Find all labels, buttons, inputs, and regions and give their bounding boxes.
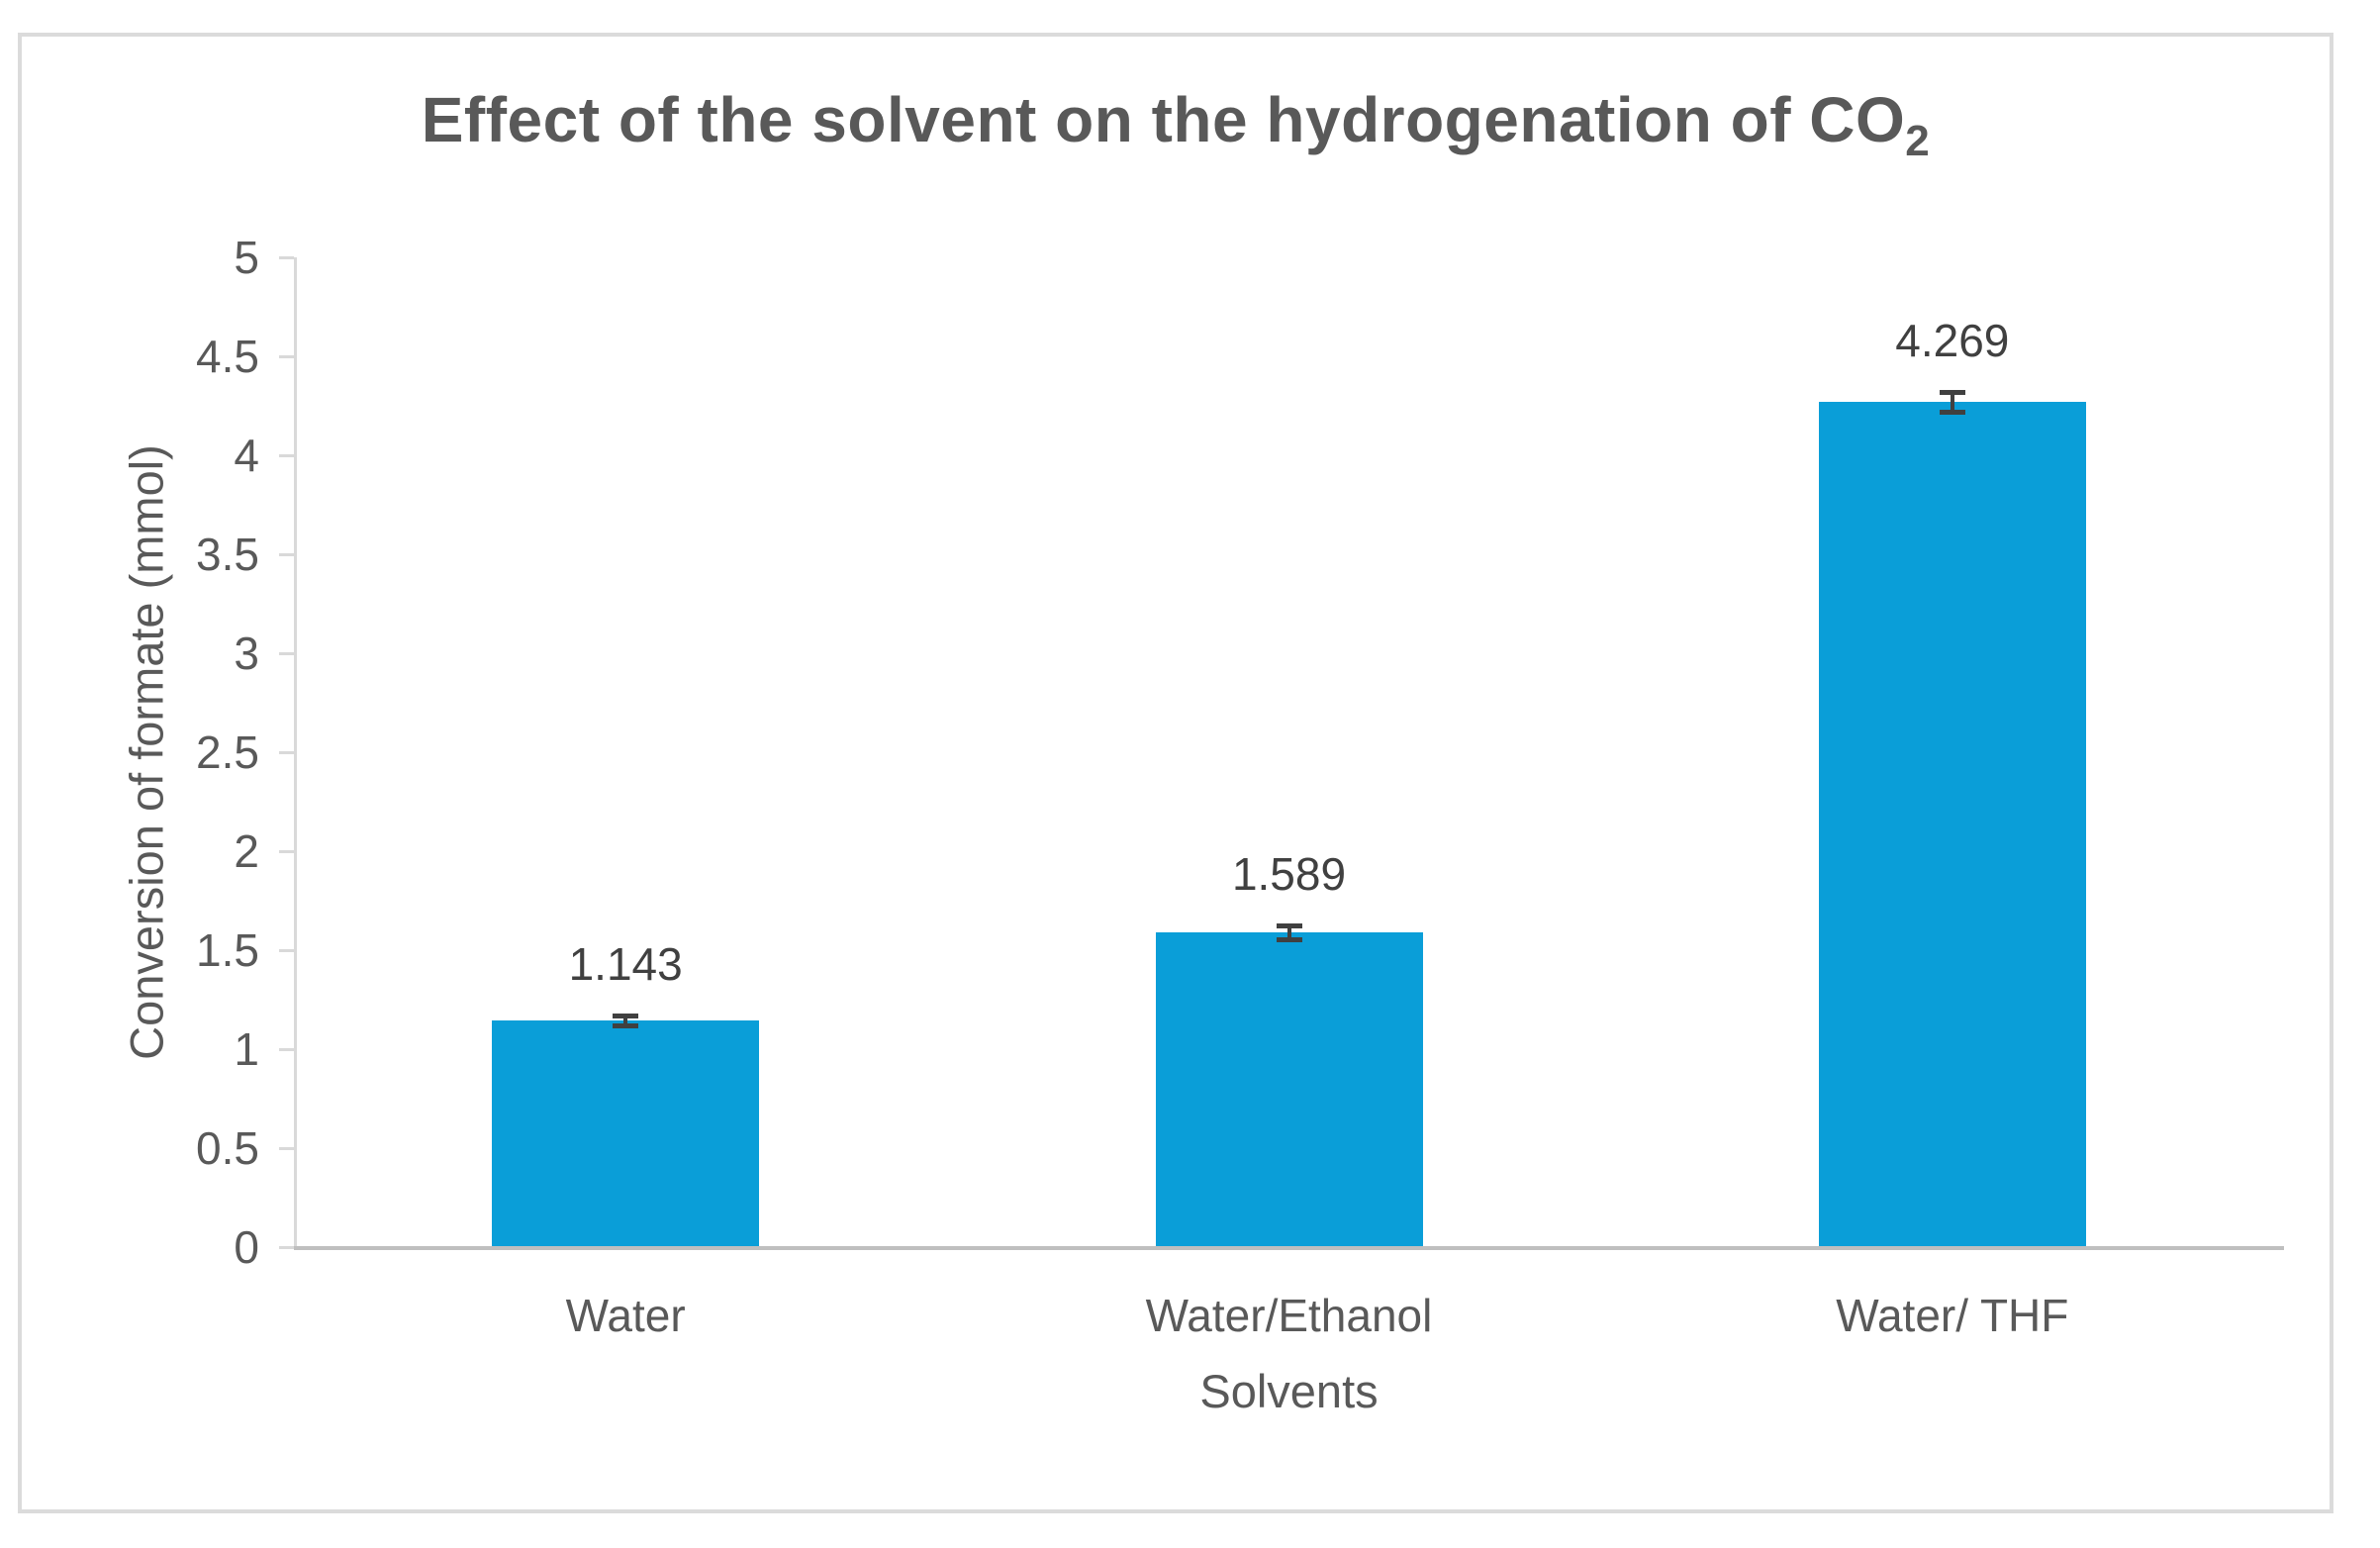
y-tick-label: 2 xyxy=(234,825,259,877)
error-bar-bottom-cap xyxy=(1276,937,1302,943)
x-axis-line xyxy=(294,1246,2284,1250)
y-tick-label: 5 xyxy=(234,232,259,283)
y-tick-mark xyxy=(279,850,294,853)
error-bar-bottom-cap xyxy=(613,1023,639,1029)
chart-title: Effect of the solvent on the hydrogenati… xyxy=(18,83,2333,165)
x-category-label: Water/ THF xyxy=(1836,1290,2069,1341)
y-tick-mark xyxy=(279,1048,294,1051)
y-tick-label: 1 xyxy=(234,1023,259,1075)
y-tick-mark xyxy=(279,256,294,259)
y-tick-mark xyxy=(279,1147,294,1150)
y-tick-label: 3.5 xyxy=(196,529,259,580)
y-tick-label: 1.5 xyxy=(196,924,259,976)
y-tick-mark xyxy=(279,355,294,358)
bar-data-label: 1.143 xyxy=(568,938,683,991)
chart-title-subscript: 2 xyxy=(1905,117,1931,165)
y-tick-label: 2.5 xyxy=(196,726,259,778)
y-tick-mark xyxy=(279,949,294,952)
error-bar xyxy=(1286,925,1291,940)
chart-title-text: Effect of the solvent on the hydrogenati… xyxy=(421,84,1906,155)
y-tick-label: 0.5 xyxy=(196,1122,259,1174)
bar xyxy=(1818,402,2086,1247)
bar-data-label: 1.589 xyxy=(1231,848,1347,901)
error-bar-top-cap xyxy=(1939,390,1965,396)
error-bar-top-cap xyxy=(1276,923,1302,929)
error-bar xyxy=(623,1016,628,1026)
y-axis-line xyxy=(294,257,297,1247)
error-bar xyxy=(1950,392,1954,413)
y-tick-mark xyxy=(279,1246,294,1249)
bar-data-label: 4.269 xyxy=(1895,315,2010,367)
y-tick-mark xyxy=(279,454,294,457)
error-bar-top-cap xyxy=(613,1014,639,1019)
error-bar-bottom-cap xyxy=(1939,410,1965,416)
y-tick-label: 4.5 xyxy=(196,331,259,382)
y-tick-label: 0 xyxy=(234,1221,259,1273)
y-tick-mark xyxy=(279,751,294,754)
y-tick-mark xyxy=(279,553,294,556)
x-axis-title: Solvents xyxy=(1199,1365,1379,1417)
bar xyxy=(492,1020,760,1247)
x-category-label: Water/Ethanol xyxy=(1145,1290,1433,1341)
y-tick-label: 3 xyxy=(234,628,259,679)
bar xyxy=(1155,932,1423,1247)
y-tick-label: 4 xyxy=(234,430,259,481)
y-tick-mark xyxy=(279,652,294,655)
x-category-label: Water xyxy=(565,1290,686,1341)
